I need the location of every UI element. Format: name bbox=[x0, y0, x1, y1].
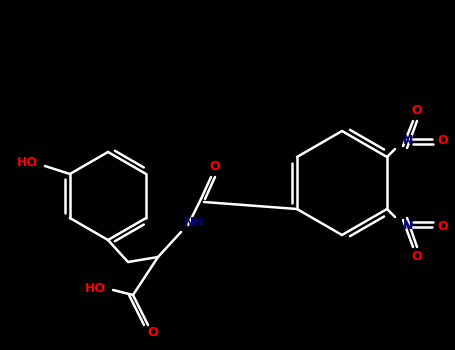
Text: O: O bbox=[438, 219, 448, 232]
Text: O: O bbox=[148, 327, 158, 340]
Text: NH: NH bbox=[184, 216, 204, 229]
Text: O: O bbox=[210, 161, 220, 174]
Text: O: O bbox=[412, 251, 422, 264]
Text: HO: HO bbox=[85, 281, 106, 294]
Text: HO: HO bbox=[16, 155, 37, 168]
Text: N: N bbox=[403, 134, 413, 147]
Text: O: O bbox=[412, 105, 422, 118]
Text: N: N bbox=[403, 218, 413, 231]
Text: O: O bbox=[438, 133, 448, 147]
